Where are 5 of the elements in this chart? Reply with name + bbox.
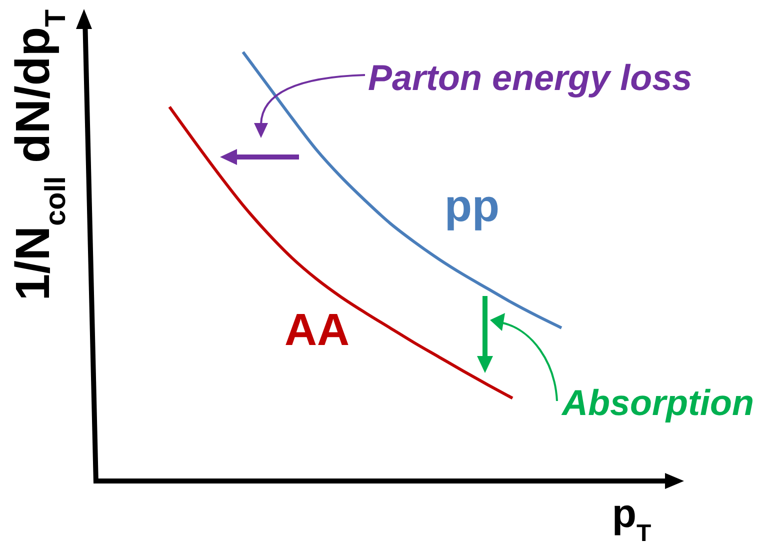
x-axis-title: p$_{T}$ <box>612 492 652 546</box>
annotation: Parton energy loss <box>368 57 692 98</box>
annotation: Absorption <box>561 382 754 423</box>
series-label: AA <box>284 304 350 355</box>
series-label: pp <box>444 180 500 231</box>
